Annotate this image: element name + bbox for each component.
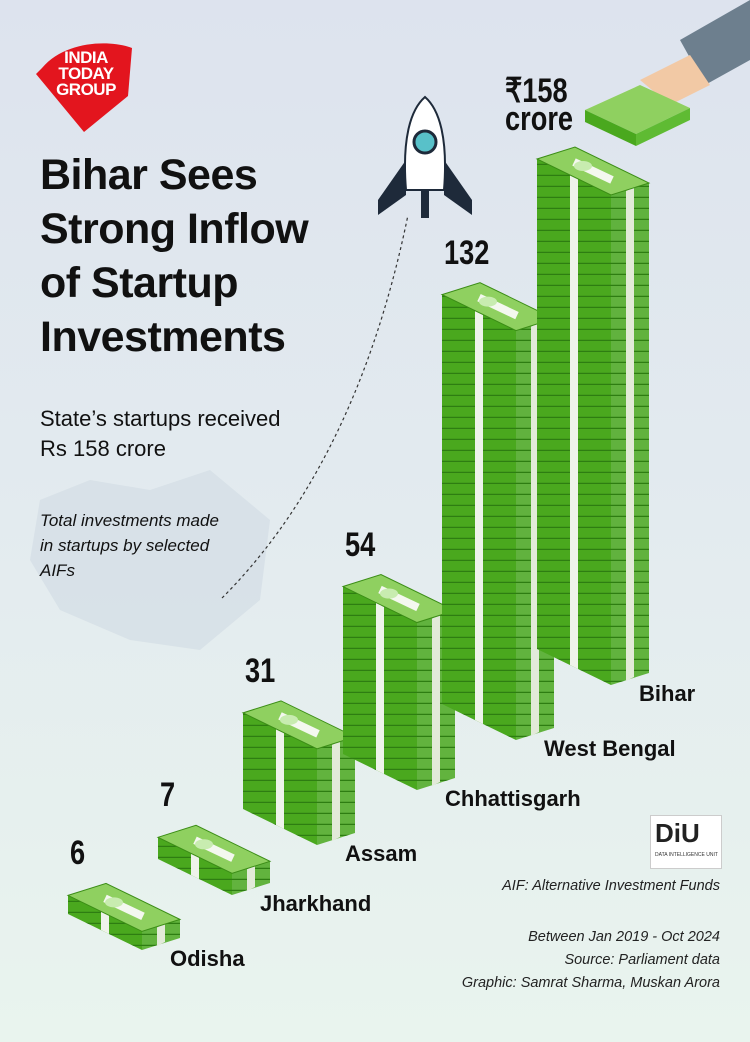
band: [101, 911, 109, 934]
note-seal: [105, 897, 123, 908]
band: [376, 602, 384, 774]
value-label: 6: [70, 834, 86, 873]
note-seal: [280, 714, 298, 725]
band: [570, 175, 578, 669]
band: [276, 728, 284, 829]
category-label: Odisha: [170, 946, 245, 971]
rocket: [378, 95, 472, 218]
value-label: 54: [345, 525, 376, 564]
band: [191, 853, 199, 879]
value-label: ₹158 crore: [505, 72, 574, 138]
value-label: 31: [245, 651, 276, 690]
band: [157, 923, 165, 946]
logo-badge: [36, 43, 132, 132]
note-seal: [195, 839, 213, 850]
logo-line: GROUP: [56, 80, 116, 99]
title: Bihar Sees Strong Inflow of Startup Inve…: [40, 151, 309, 361]
band: [332, 740, 340, 841]
rocket-trail: [221, 214, 409, 599]
category-label: West Bengal: [544, 736, 676, 761]
footnote: AIF: Alternative Investment Funds: [502, 878, 720, 894]
logo-line: INDIA: [64, 48, 108, 67]
map-silhouette: [30, 470, 270, 650]
note-seal: [380, 588, 398, 599]
diu-logo: DiU: [655, 818, 700, 848]
diu-subtitle: DATA INTELLIGENCE UNIT: [655, 852, 718, 858]
logo-text: INDIA TODAY GROUP: [44, 48, 128, 99]
note-seal: [479, 296, 497, 307]
value-label: 132: [444, 233, 490, 272]
footnote: Graphic: Samrat Sharma, Muskan Arora: [461, 975, 720, 991]
category-label: Assam: [345, 841, 418, 866]
hand-with-money: [585, 0, 750, 146]
value-label: 7: [160, 776, 176, 815]
category-label: Jharkhand: [260, 891, 372, 916]
note-seal: [574, 161, 592, 171]
category-label: Chhattisgarh: [445, 786, 581, 811]
band: [432, 614, 440, 786]
footnote: Between Jan 2019 - Oct 2024: [528, 929, 720, 945]
subtitle: State’s startups received Rs 158 crore: [40, 406, 281, 461]
diu-logo-box: [650, 815, 722, 869]
category-label: Bihar: [639, 681, 696, 706]
note: Total investments made in startups by se…: [40, 511, 219, 580]
footnote: Source: Parliament data: [564, 952, 720, 968]
band: [247, 865, 255, 891]
band: [626, 187, 634, 681]
logo-line: TODAY: [58, 64, 114, 83]
band: [475, 310, 483, 724]
